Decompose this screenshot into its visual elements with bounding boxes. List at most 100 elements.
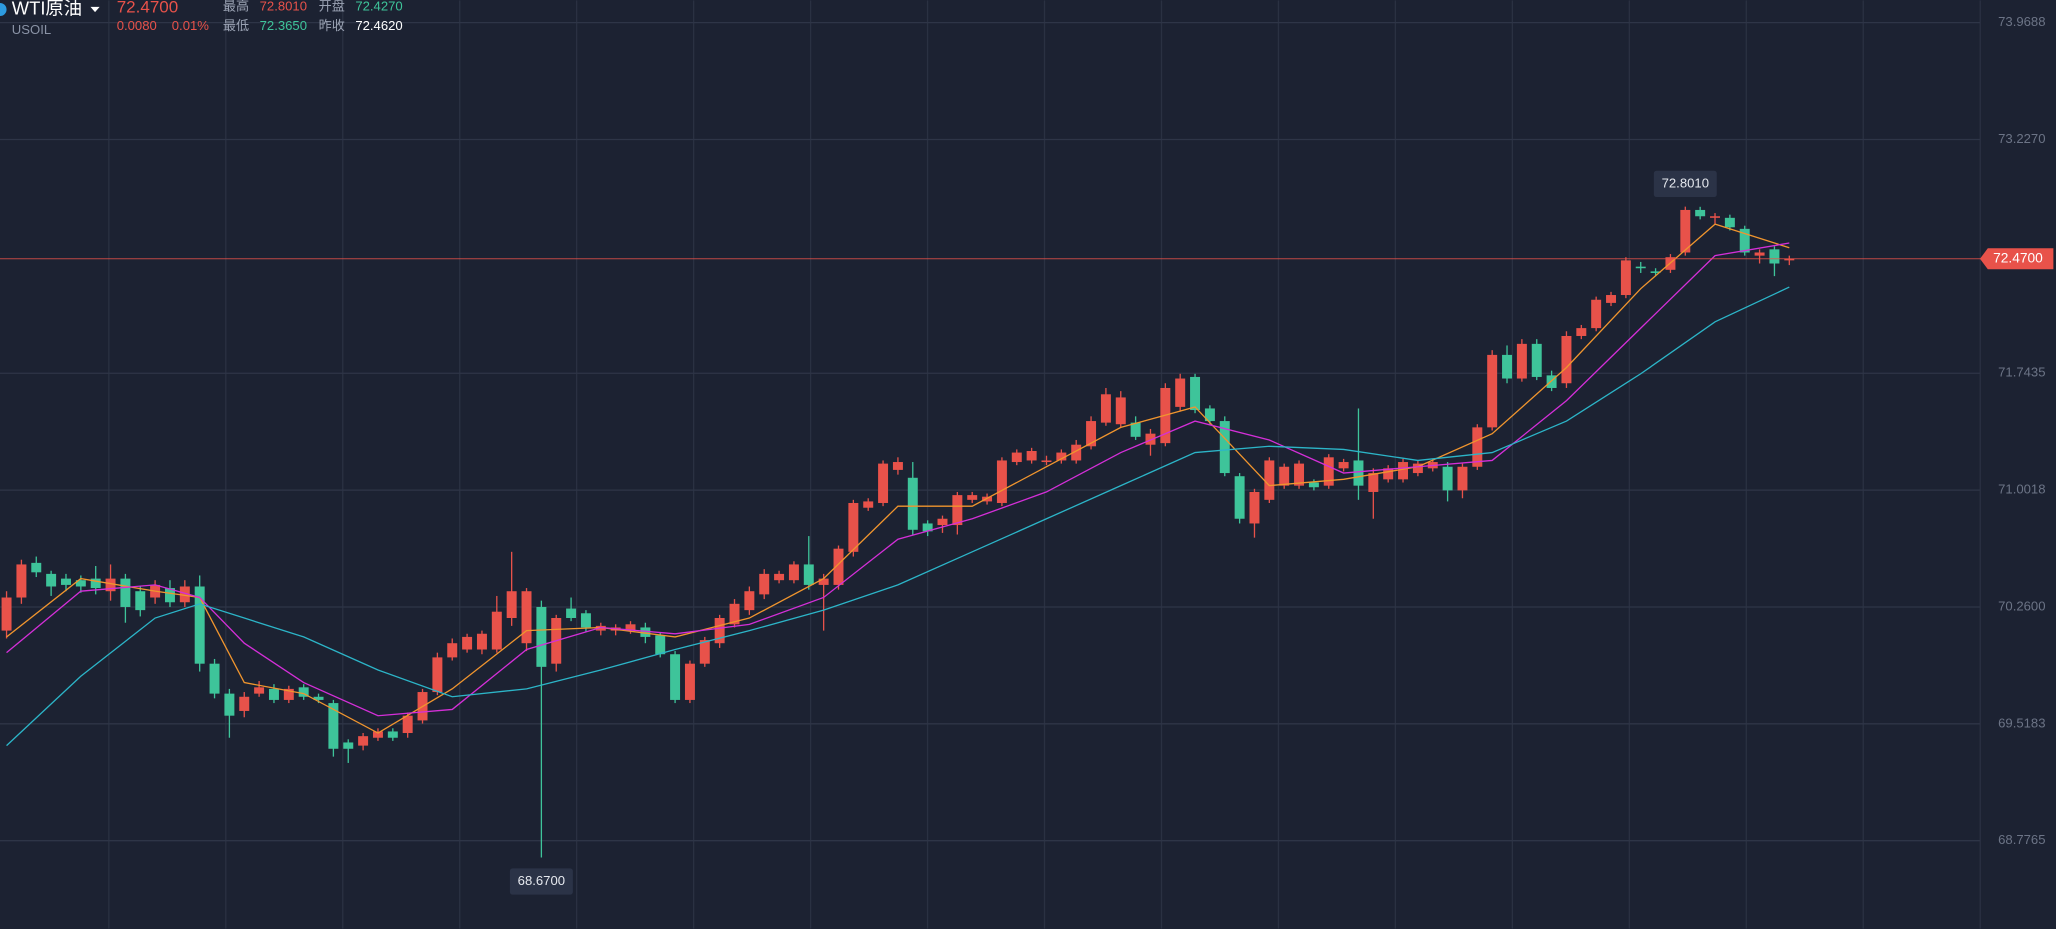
candle-body bbox=[1769, 249, 1780, 264]
candle-body bbox=[640, 627, 651, 637]
candle-body bbox=[1487, 354, 1498, 428]
candle-body bbox=[1398, 462, 1409, 480]
candle-body bbox=[1606, 295, 1617, 303]
candle-body bbox=[105, 578, 116, 592]
symbol-icon bbox=[0, 2, 7, 17]
candle-body bbox=[580, 613, 591, 628]
stat-label: 开盘 bbox=[319, 0, 345, 13]
candle-body bbox=[1472, 427, 1483, 467]
candle-body bbox=[358, 736, 369, 746]
candle-body bbox=[803, 564, 814, 585]
candle-body bbox=[1175, 378, 1186, 407]
candle-body bbox=[729, 603, 740, 625]
y-tick-label: 68.7765 bbox=[1998, 832, 2045, 847]
candle-body bbox=[120, 578, 131, 607]
candle-body bbox=[1204, 408, 1215, 422]
candle-body bbox=[1115, 397, 1126, 425]
candle-body bbox=[1323, 457, 1334, 486]
candle-body bbox=[1368, 473, 1379, 492]
candle-body bbox=[759, 573, 770, 595]
candle-body bbox=[1635, 266, 1646, 269]
candle-body bbox=[1502, 354, 1513, 379]
stat-value: 72.8010 bbox=[260, 0, 307, 13]
candle-body bbox=[1576, 328, 1587, 336]
candle-body bbox=[16, 564, 27, 598]
candle-body bbox=[625, 624, 636, 631]
candle-body bbox=[670, 654, 681, 700]
last-price: 72.4700 bbox=[117, 0, 179, 17]
candle-body bbox=[996, 460, 1007, 503]
candle-body bbox=[1784, 258, 1795, 261]
candle-body bbox=[31, 562, 42, 573]
candle-body bbox=[1680, 209, 1691, 253]
candle-body bbox=[298, 687, 309, 697]
candle-body bbox=[194, 586, 205, 664]
candle-body bbox=[655, 635, 666, 655]
change: 0.0080 bbox=[117, 18, 157, 33]
candle-body bbox=[1308, 482, 1319, 488]
candle-body bbox=[1086, 421, 1097, 447]
candle-body bbox=[476, 633, 487, 650]
annotation: 68.6700 bbox=[518, 873, 565, 888]
candle-body bbox=[1234, 476, 1245, 519]
candle-body bbox=[521, 591, 532, 644]
candle-body bbox=[1026, 450, 1037, 461]
y-tick-label: 73.2270 bbox=[1998, 131, 2045, 146]
candle-body bbox=[967, 495, 978, 500]
annotation-box bbox=[1653, 170, 1717, 198]
candle-body bbox=[595, 625, 606, 631]
candle-body bbox=[848, 502, 859, 552]
candle-body bbox=[1710, 216, 1720, 218]
candle-body bbox=[878, 463, 889, 503]
candle-body bbox=[462, 636, 473, 650]
moving-average-line bbox=[6, 242, 1790, 717]
candle-body bbox=[1457, 466, 1468, 491]
candle-body bbox=[892, 462, 903, 470]
candle-body bbox=[75, 580, 86, 587]
candle-body bbox=[699, 640, 710, 664]
candle-body bbox=[1650, 271, 1661, 273]
y-tick-label: 71.7435 bbox=[1998, 365, 2045, 380]
candle-body bbox=[239, 696, 250, 711]
candle-body bbox=[774, 573, 785, 581]
candle-body bbox=[1338, 462, 1349, 469]
candle-body bbox=[179, 586, 190, 603]
candle-body bbox=[566, 608, 577, 619]
y-tick-label: 73.9688 bbox=[1998, 14, 2045, 29]
candle-body bbox=[1056, 452, 1067, 461]
candle-body bbox=[1724, 217, 1735, 228]
candle-body bbox=[863, 501, 874, 508]
symbol[interactable]: WTI原油 bbox=[12, 0, 82, 18]
candle-body bbox=[1695, 209, 1706, 217]
symbol-code: USOIL bbox=[12, 22, 51, 37]
candle-body bbox=[90, 578, 101, 589]
candle-body bbox=[506, 591, 517, 619]
candle-body bbox=[447, 643, 458, 658]
candle-body bbox=[1145, 433, 1156, 445]
symbol-dropdown[interactable] bbox=[90, 6, 100, 13]
candle-body bbox=[60, 578, 71, 585]
candle-body bbox=[1249, 491, 1260, 524]
candle-body bbox=[684, 663, 695, 700]
candle-body bbox=[1071, 444, 1082, 461]
candle-body bbox=[922, 523, 933, 532]
moving-average-line bbox=[6, 286, 1790, 747]
candle-body bbox=[343, 742, 354, 749]
change-pct: 0.01% bbox=[172, 18, 210, 33]
candle-body bbox=[283, 688, 294, 700]
candle-body bbox=[328, 703, 339, 749]
candle-body bbox=[432, 657, 443, 693]
stat-value: 72.3650 bbox=[260, 18, 307, 33]
stat-label: 昨收 bbox=[319, 18, 345, 33]
stat-label: 最低 bbox=[223, 18, 249, 33]
candle-body bbox=[135, 591, 146, 611]
header: WTI原油 USOIL 72.4700 0.0080 0.01% 最高 72.80… bbox=[0, 0, 403, 37]
candle-body bbox=[1190, 376, 1201, 411]
candle-body bbox=[1130, 422, 1141, 437]
y-tick-label: 70.2600 bbox=[1998, 598, 2045, 613]
candle-body bbox=[1011, 452, 1022, 463]
candle-body bbox=[1516, 343, 1527, 379]
candle-body bbox=[491, 611, 502, 650]
